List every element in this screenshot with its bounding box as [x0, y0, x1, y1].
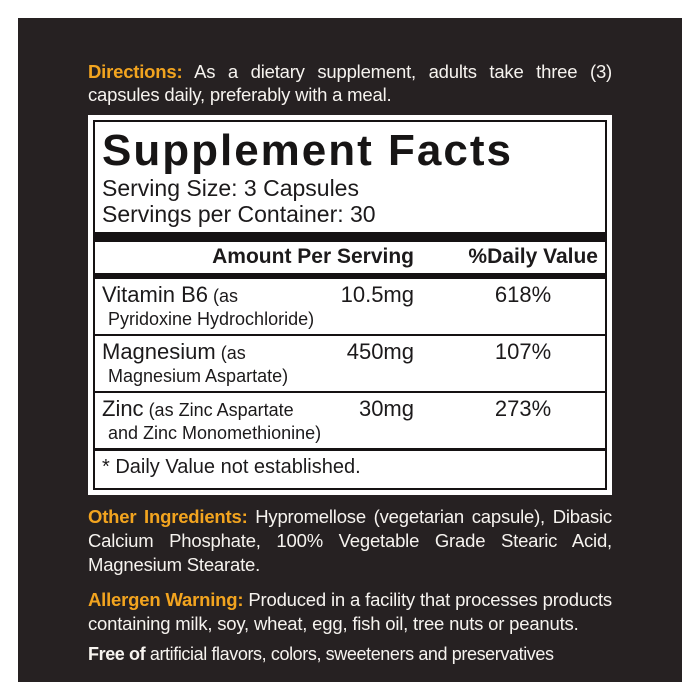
free-of-text: artificial flavors, colors, sweeteners a…	[149, 644, 554, 664]
serving-size: Serving Size: 3 Capsules	[102, 175, 359, 201]
directions-text: As a dietary supplement, adults take thr…	[88, 61, 612, 105]
nutrient-form-line2: and Zinc Monomethionine)	[108, 423, 322, 443]
allergen-warning-paragraph: Allergen Warning: Produced in a facility…	[88, 588, 612, 636]
nutrient-row-vitamin-b6: Vitamin B6 (as 10.5mg 618% Pyridoxine Hyd…	[95, 279, 605, 336]
other-ingredients-text: Hypromellose (vegetarian capsule), Dibas…	[88, 506, 612, 575]
nutrient-row-magnesium: Magnesium (as 450mg 107% Magnesium Aspart…	[95, 336, 605, 393]
nutrient-form-part: (as Zinc Aspartate	[148, 400, 294, 420]
nutrient-name: Magnesium (as	[102, 339, 246, 364]
daily-value-footnote: * Daily Value not established.	[95, 448, 605, 483]
other-ingredients-paragraph: Other Ingredients: Hypromellose (vegetar…	[88, 505, 612, 577]
nutrient-row-line1: Magnesium (as 450mg 107%	[102, 339, 598, 365]
nutrient-amount: 450mg	[346, 339, 414, 364]
separator-bar-thick	[95, 232, 605, 242]
nutrient-amount: 10.5mg	[340, 282, 414, 307]
nutrient-row-line1: Vitamin B6 (as 10.5mg 618%	[102, 282, 598, 308]
nutrient-row-line1: Zinc (as Zinc Aspartate 30mg 273%	[102, 396, 598, 422]
nutrient-daily-value: 618%	[494, 282, 552, 307]
nutrient-form-part: (as	[212, 286, 238, 306]
nutrient-amount: 30mg	[358, 396, 414, 421]
nutrient-daily-value: 273%	[494, 396, 552, 421]
table-header-row: Amount Per Serving %Daily Value	[95, 242, 605, 273]
free-of-line: Free of artificial flavors, colors, swee…	[88, 643, 612, 666]
supplement-facts-title: Supplement Facts	[102, 126, 513, 175]
nutrient-row-zinc: Zinc (as Zinc Aspartate 30mg 273% and Zin…	[95, 393, 605, 448]
servings-per-container: Servings per Container: 30	[102, 201, 376, 227]
nutrient-form-line2: Pyridoxine Hydrochloride)	[108, 309, 315, 329]
nutrient-form-part: (as	[220, 343, 246, 363]
directions-paragraph: Directions: As a dietary supplement, adu…	[88, 60, 612, 106]
allergen-warning-label: Allergen Warning:	[88, 589, 244, 610]
nutrient-name: Zinc (as Zinc Aspartate	[102, 396, 294, 421]
nutrient-form-line2: Magnesium Aspartate)	[108, 366, 289, 386]
supplement-facts-box: Supplement Facts Serving Size: 3 Capsule…	[88, 115, 612, 495]
directions-label: Directions:	[88, 61, 183, 82]
nutrient-daily-value: 107%	[494, 339, 552, 364]
separator-bar-mid	[95, 273, 605, 279]
column-header-daily-value: %Daily Value	[468, 245, 598, 268]
other-ingredients-label: Other Ingredients:	[88, 506, 248, 527]
allergen-warning-text: Produced in a facility that processes pr…	[88, 589, 612, 634]
supplement-facts-inner: Supplement Facts Serving Size: 3 Capsule…	[93, 120, 607, 490]
label-panel: Directions: As a dietary supplement, adu…	[18, 18, 682, 682]
nutrient-name: Vitamin B6 (as	[102, 282, 238, 307]
free-of-label: Free of	[88, 644, 146, 664]
column-header-amount: Amount Per Serving	[212, 245, 414, 268]
